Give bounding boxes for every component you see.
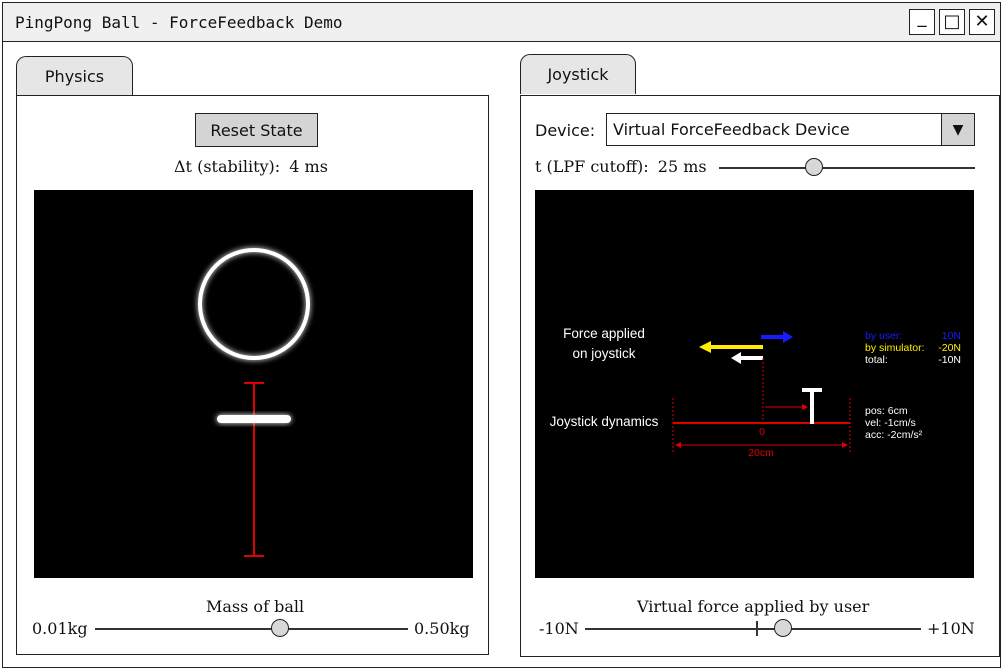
virtual-force-slider-track[interactable] [585, 628, 921, 630]
force-title-line1: Force applied [563, 326, 645, 341]
lpf-slider-thumb[interactable] [804, 158, 823, 176]
lpf-value: 25 ms [657, 157, 707, 176]
lpf-label: t (LPF cutoff): [535, 157, 649, 176]
by-user-label: by user: [865, 330, 902, 342]
virtual-force-min-label: -10N [539, 619, 579, 638]
device-label: Device: [535, 121, 596, 140]
device-dropdown[interactable]: Virtual ForceFeedback Device ▼ [606, 113, 975, 146]
paddle-bar[interactable] [217, 415, 291, 423]
dropdown-arrow-glyph: ▼ [952, 121, 964, 138]
reset-state-button[interactable]: Reset State [195, 113, 318, 147]
mass-max-label: 0.50kg [414, 619, 470, 638]
total-force-arrow-head [731, 352, 741, 364]
range-label: 20cm [748, 447, 774, 459]
maximize-button[interactable]: □ [939, 9, 965, 35]
pos-readout: pos: 6cm [865, 405, 908, 417]
physics-canvas[interactable] [34, 190, 473, 578]
dt-value: 4 ms [289, 157, 328, 176]
dynamics-title: Joystick dynamics [550, 414, 659, 429]
by-user-value: 10N [942, 330, 961, 342]
tab-physics[interactable]: Physics [16, 56, 133, 96]
lpf-readout: t (LPF cutoff): 25 ms [535, 157, 707, 176]
virtual-force-max-label: +10N [927, 619, 975, 638]
acc-readout: acc: -2cm/s² [865, 429, 923, 441]
force-title-line2: on joystick [572, 346, 635, 361]
close-button[interactable]: ✕ [969, 9, 995, 35]
maximize-icon: □ [943, 11, 961, 32]
user-force-arrow-head [783, 331, 793, 343]
dt-label: Δt (stability): [174, 157, 281, 176]
total-label: total: [865, 354, 888, 366]
close-icon: ✕ [974, 11, 990, 32]
total-value: -10N [938, 354, 961, 366]
tab-physics-label: Physics [44, 67, 105, 86]
joystick-visualization: Force applied on joystick by user: 10N b… [550, 326, 961, 459]
dt-stability-readout: Δt (stability): 4 ms [174, 157, 328, 176]
minimize-icon: _ [917, 7, 927, 28]
mass-slider-track[interactable] [95, 628, 408, 630]
zero-label: 0 [759, 426, 765, 438]
by-sim-value: -20N [938, 342, 961, 354]
lpf-slider-track[interactable] [719, 167, 975, 169]
chevron-down-icon[interactable]: ▼ [941, 114, 974, 145]
virtual-force-label: Virtual force applied by user [637, 597, 870, 616]
tab-joystick-label: Joystick [547, 65, 609, 84]
physics-scene [198, 248, 310, 557]
by-sim-label: by simulator: [865, 342, 925, 354]
vel-readout: vel: -1cm/s [865, 417, 916, 429]
mass-slider-thumb[interactable] [270, 619, 289, 637]
mass-label: Mass of ball [206, 597, 305, 616]
reset-state-label: Reset State [210, 120, 303, 140]
title-bar[interactable]: PingPong Ball - ForceFeedback Demo _ □ ✕ [3, 3, 1000, 42]
ball-circle [198, 248, 310, 360]
virtual-force-slider-thumb[interactable] [774, 619, 793, 637]
window-title: PingPong Ball - ForceFeedback Demo [15, 13, 343, 32]
joystick-canvas: Force applied on joystick by user: 10N b… [535, 190, 974, 578]
device-dropdown-value: Virtual ForceFeedback Device [613, 120, 850, 139]
sim-force-arrow-head [699, 341, 711, 353]
mass-min-label: 0.01kg [32, 619, 88, 638]
minimize-button[interactable]: _ [909, 9, 935, 35]
virtual-force-zero-tick [756, 621, 758, 636]
tab-joystick[interactable]: Joystick [520, 54, 636, 94]
